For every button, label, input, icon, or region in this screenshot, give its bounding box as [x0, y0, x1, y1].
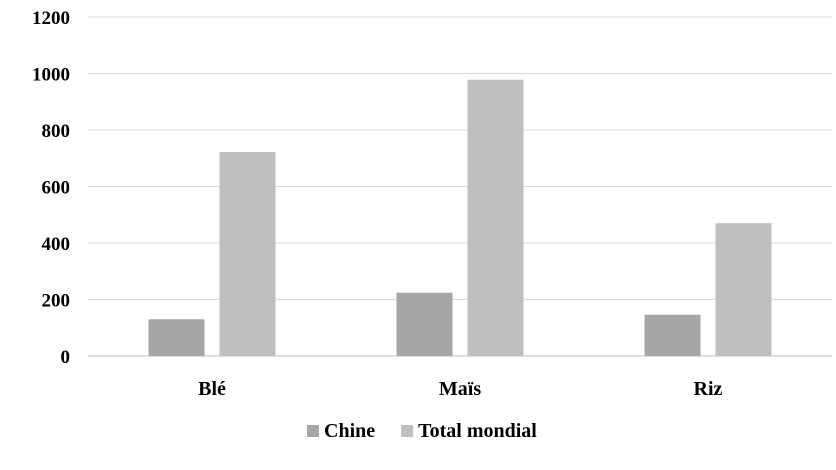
x-category-label: Blé [198, 378, 226, 400]
bar-total-mondial [219, 152, 276, 356]
bar-total-mondial [715, 223, 772, 356]
legend: Chine Total mondial [307, 420, 537, 442]
gridlines [88, 16, 832, 357]
y-tick-label: 600 [42, 178, 71, 199]
bar-chine [396, 292, 453, 356]
legend-label: Total mondial [418, 420, 537, 442]
bar-chine [148, 319, 205, 356]
y-tick-label: 200 [42, 291, 71, 312]
bars [148, 79, 772, 356]
legend-label: Chine [324, 420, 375, 442]
y-tick-label: 800 [42, 121, 71, 142]
x-category-label: Riz [694, 378, 723, 400]
y-tick-label: 0 [61, 347, 71, 368]
legend-swatch [401, 425, 414, 437]
y-tick-label: 1200 [32, 8, 70, 29]
bar-total-mondial [467, 79, 524, 356]
legend-swatch [307, 425, 319, 437]
y-tick-label: 1000 [32, 65, 70, 86]
x-category-label: Maïs [439, 378, 481, 400]
x-axis-category-labels: Blé Maïs Riz [198, 378, 722, 400]
y-tick-label: 400 [42, 234, 71, 255]
y-axis-tick-labels: 0 200 400 600 800 1000 1200 [32, 8, 70, 368]
bar-chine [644, 314, 701, 356]
